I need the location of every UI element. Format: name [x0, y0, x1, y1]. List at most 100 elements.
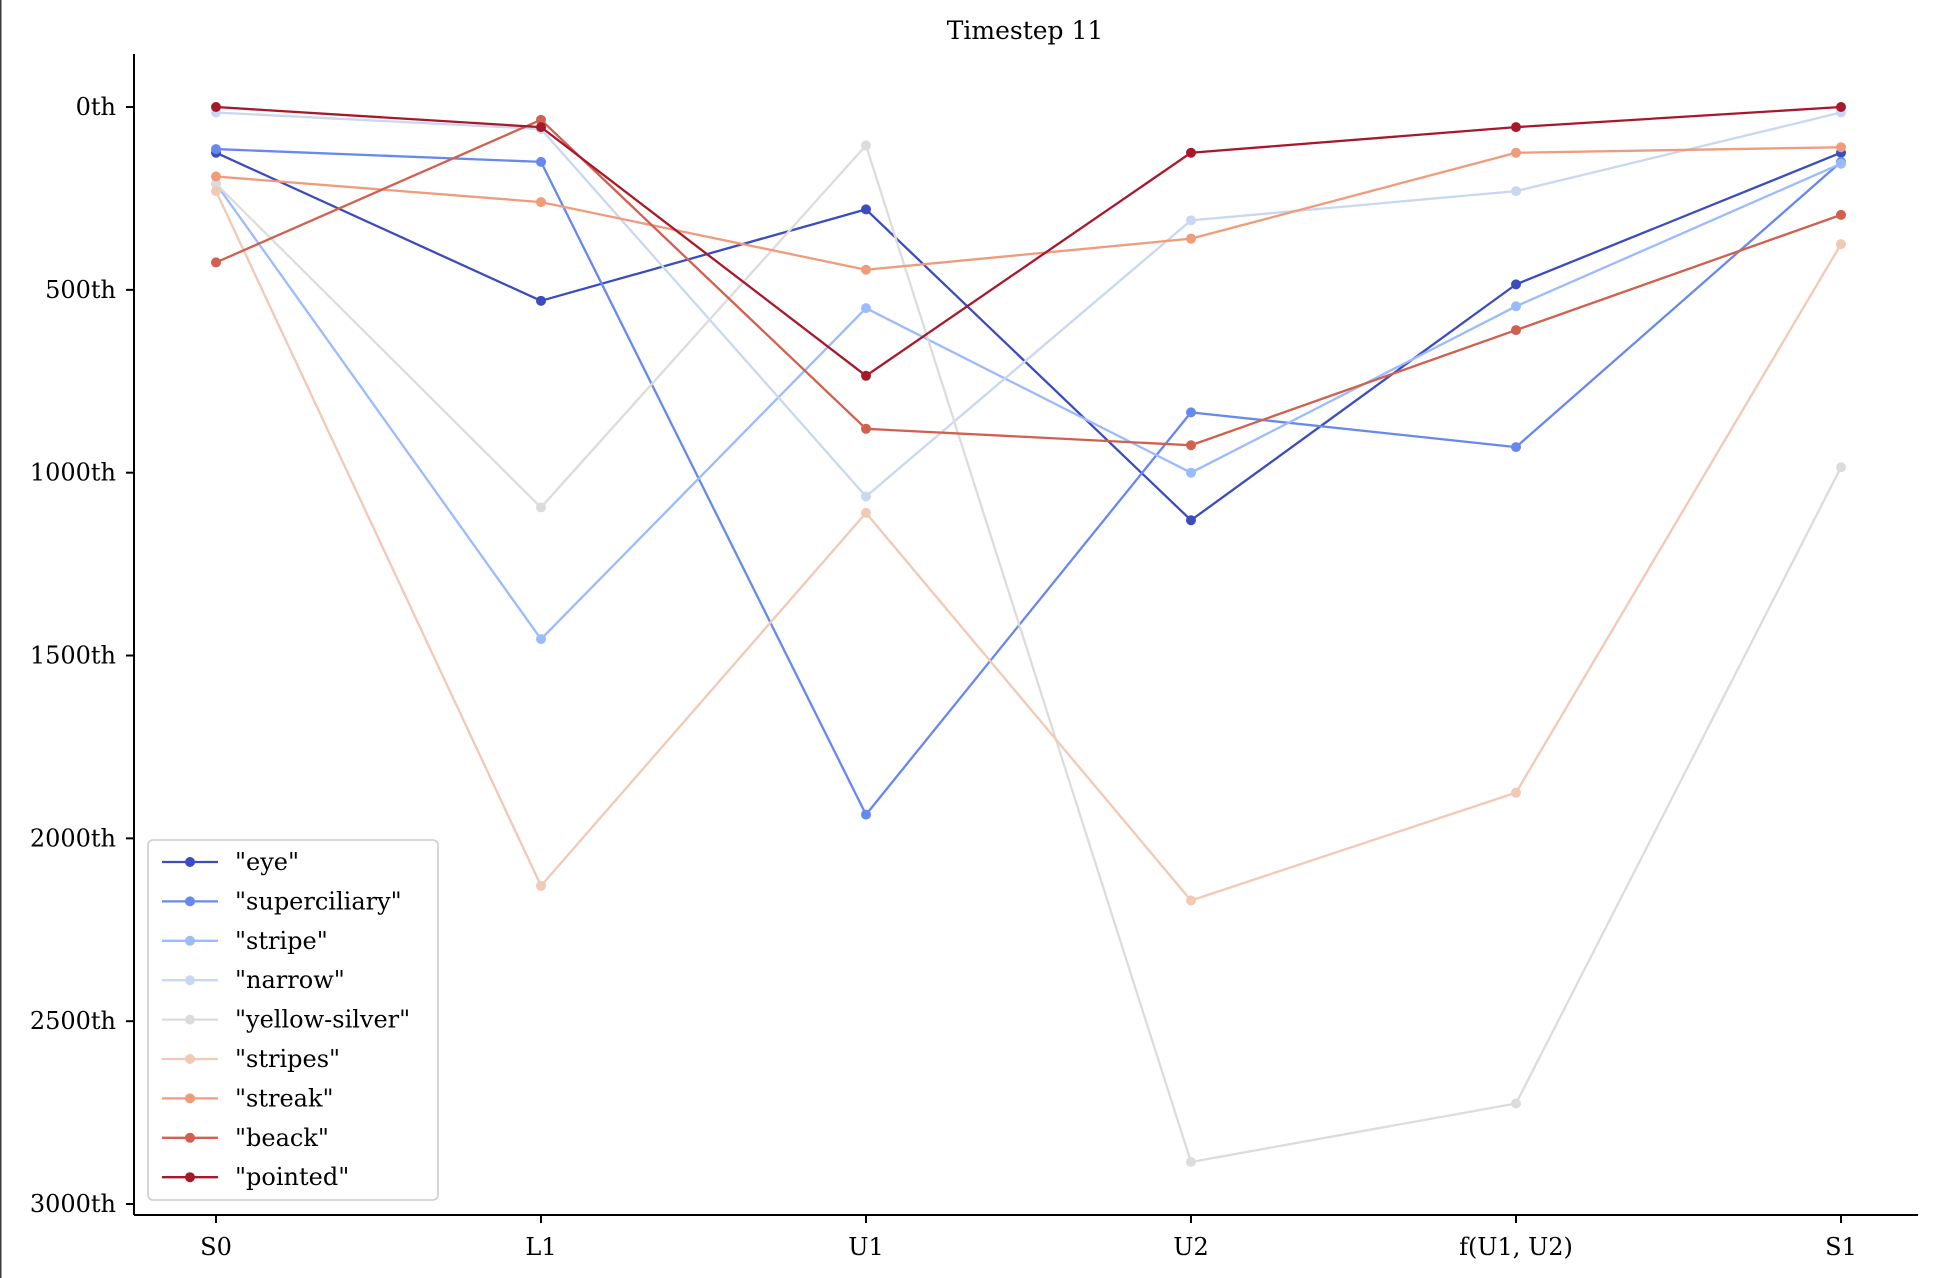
- series-line: [215, 147, 1842, 816]
- data-point: [1186, 233, 1196, 244]
- data-point: [1511, 186, 1521, 197]
- legend-entry: "eye": [162, 848, 299, 876]
- data-point: [1186, 407, 1196, 418]
- y-axis-ticks: 0th 500th 1000th 1500th 2000th 2500th 3000th: [30, 93, 134, 1218]
- data-point: [536, 156, 546, 167]
- legend-marker: [185, 935, 195, 946]
- data-point: [1186, 1156, 1196, 1167]
- data-point: [1836, 158, 1846, 169]
- legend-marker: [185, 1172, 195, 1183]
- x-tick-label: S1: [1825, 1233, 1857, 1261]
- x-tick-label: L1: [525, 1233, 556, 1261]
- series-6: [211, 142, 1846, 275]
- x-tick-label: f(U1, U2): [1459, 1233, 1573, 1261]
- data-point: [861, 204, 871, 215]
- legend-marker: [185, 975, 195, 986]
- series-layer: [211, 102, 1846, 1167]
- x-tick-label: U1: [848, 1233, 884, 1261]
- data-point: [1836, 142, 1846, 153]
- data-point: [536, 880, 546, 891]
- series-line: [215, 105, 1842, 377]
- legend-label: "stripe": [235, 927, 328, 955]
- chart-title: Timestep 11: [947, 16, 1104, 45]
- data-point: [1511, 122, 1521, 133]
- data-point: [1511, 787, 1521, 798]
- series-5: [211, 186, 1846, 906]
- y-tick-label: 500th: [45, 276, 116, 304]
- series-2: [211, 158, 1846, 645]
- legend-label: "narrow": [235, 966, 345, 994]
- legend-entry: "superciliary": [162, 887, 402, 915]
- data-point: [1836, 239, 1846, 250]
- legend-label: "streak": [235, 1084, 334, 1112]
- data-point: [536, 502, 546, 513]
- legend-entry: "pointed": [162, 1163, 349, 1191]
- data-point: [536, 634, 546, 645]
- legend-entry: "stripes": [162, 1045, 340, 1073]
- legend-items: "eye" "superciliary" "stripe" "narrow" "yell…: [162, 848, 410, 1191]
- data-point: [536, 114, 546, 125]
- series-8: [211, 102, 1846, 381]
- series-0: [211, 147, 1846, 526]
- data-point: [211, 144, 221, 155]
- y-tick-label: 2500th: [30, 1007, 116, 1035]
- legend-label: "eye": [235, 848, 299, 876]
- series-line: [214, 190, 1842, 902]
- data-point: [861, 264, 871, 275]
- data-point: [861, 370, 871, 381]
- legend-entry: "beack": [162, 1124, 329, 1152]
- data-point: [1836, 102, 1846, 113]
- y-tick-label: 2000th: [30, 824, 116, 852]
- data-point: [211, 257, 221, 268]
- legend-entry: "stripe": [162, 927, 328, 955]
- legend-label: "beack": [235, 1124, 329, 1152]
- legend-label: "yellow-silver": [235, 1006, 410, 1034]
- y-tick-label: 1500th: [30, 642, 116, 670]
- y-tick-label: 1000th: [30, 459, 116, 487]
- legend-marker: [185, 1054, 195, 1064]
- legend-entry: "narrow": [162, 966, 345, 994]
- data-point: [1836, 462, 1846, 473]
- series-line: [215, 111, 1842, 498]
- legend-label: "stripes": [235, 1045, 340, 1073]
- series-4: [211, 140, 1846, 1167]
- series-3: [211, 107, 1846, 502]
- series-line: [215, 146, 1842, 271]
- data-point: [1511, 325, 1521, 336]
- data-point: [861, 303, 871, 314]
- data-point: [1186, 895, 1196, 906]
- x-tick-label: S0: [200, 1233, 232, 1261]
- legend: "eye" "superciliary" "stripe" "narrow" "yell…: [147, 839, 439, 1201]
- data-point: [536, 295, 546, 306]
- data-point: [861, 140, 871, 151]
- data-point: [211, 186, 221, 197]
- data-point: [1186, 515, 1196, 526]
- data-point: [536, 122, 546, 133]
- legend-marker: [185, 1132, 195, 1143]
- data-point: [1186, 467, 1196, 478]
- data-point: [1511, 442, 1521, 453]
- data-point: [1511, 1098, 1521, 1109]
- series-7: [211, 114, 1846, 451]
- data-point: [1186, 215, 1196, 226]
- data-point: [1186, 440, 1196, 451]
- data-point: [211, 102, 221, 113]
- data-point: [861, 809, 871, 820]
- data-point: [861, 507, 871, 518]
- series-line: [215, 151, 1842, 522]
- data-point: [1836, 209, 1846, 220]
- data-point: [1511, 301, 1521, 312]
- legend-entry: "streak": [162, 1084, 334, 1112]
- legend-marker: [185, 1093, 195, 1104]
- legend-label: "pointed": [235, 1163, 349, 1191]
- data-point: [211, 171, 221, 182]
- y-tick-label: 0th: [76, 93, 116, 121]
- legend-marker: [185, 896, 195, 907]
- data-point: [536, 197, 546, 208]
- data-point: [211, 178, 221, 189]
- series-line: [215, 162, 1842, 641]
- data-point: [861, 491, 871, 502]
- data-point: [1511, 279, 1521, 290]
